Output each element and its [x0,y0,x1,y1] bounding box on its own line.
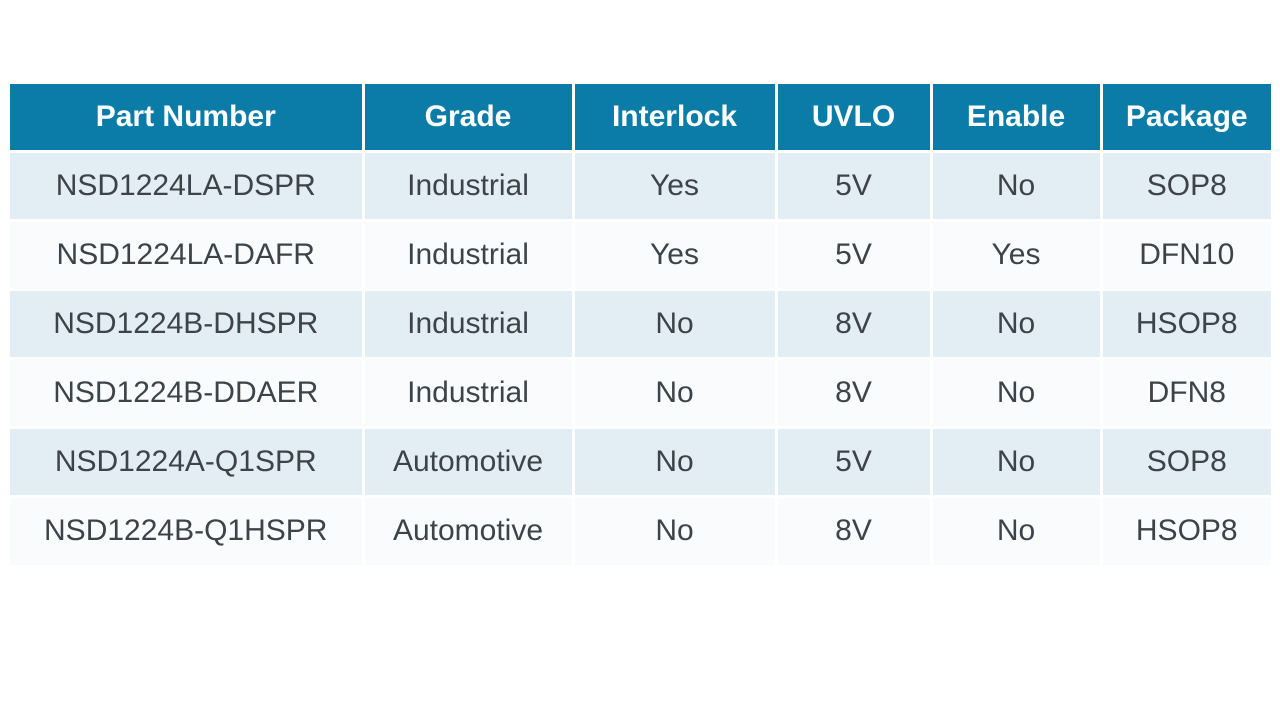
table-cell: Yes [929,218,1101,289]
table-cell: No [571,494,776,565]
table-row: NSD1224B-DDAER Industrial No 8V No DFN8 [10,356,1271,427]
table-cell: No [929,425,1101,496]
table-header: Part Number Grade Interlock UVLO Enable Packa… [10,84,1271,151]
column-header-enable: Enable [929,84,1101,151]
table-cell: HSOP8 [1099,287,1271,358]
table-row: NSD1224LA-DAFR Industrial Yes 5V Yes DFN10 [10,218,1271,289]
table-cell: 5V [774,218,931,289]
table-cell: No [929,149,1101,220]
column-header-uvlo: UVLO [774,84,931,151]
table-cell: 8V [774,356,931,427]
table-cell: 5V [774,425,931,496]
table-cell: 8V [774,287,931,358]
table-cell: No [929,494,1101,565]
table-row: NSD1224B-DHSPR Industrial No 8V No HSOP8 [10,287,1271,358]
table-cell: 8V [774,494,931,565]
column-header-package: Package [1099,84,1271,151]
table-cell: Industrial [361,149,573,220]
table-cell: No [571,287,776,358]
table-row: NSD1224LA-DSPR Industrial Yes 5V No SOP8 [10,149,1271,220]
table-cell: Automotive [361,425,573,496]
table-cell: Industrial [361,287,573,358]
column-header-interlock: Interlock [571,84,776,151]
table-cell: HSOP8 [1099,494,1271,565]
table-cell: Yes [571,149,776,220]
table-cell: DFN8 [1099,356,1271,427]
table-row: NSD1224A-Q1SPR Automotive No 5V No SOP8 [10,425,1271,496]
table-body: NSD1224LA-DSPR Industrial Yes 5V No SOP8 NSD12… [10,149,1271,565]
table-cell: SOP8 [1099,149,1271,220]
table-cell: No [571,425,776,496]
table-cell: NSD1224LA-DSPR [10,149,363,220]
table-cell: NSD1224B-Q1HSPR [10,494,363,565]
table-cell: NSD1224B-DHSPR [10,287,363,358]
table-cell: NSD1224A-Q1SPR [10,425,363,496]
header-row: Part Number Grade Interlock UVLO Enable Packa… [10,84,1271,151]
table-cell: DFN10 [1099,218,1271,289]
part-selection-table: Part Number Grade Interlock UVLO Enable Packa… [10,84,1271,565]
table-cell: Industrial [361,356,573,427]
table-cell: No [571,356,776,427]
parts-table-container: Part Number Grade Interlock UVLO Enable Packa… [10,84,1271,565]
table-cell: Industrial [361,218,573,289]
table-cell: 5V [774,149,931,220]
table-cell: Yes [571,218,776,289]
table-row: NSD1224B-Q1HSPR Automotive No 8V No HSOP8 [10,494,1271,565]
table-cell: SOP8 [1099,425,1271,496]
table-cell: Automotive [361,494,573,565]
table-cell: NSD1224LA-DAFR [10,218,363,289]
table-cell: No [929,287,1101,358]
column-header-part-number: Part Number [10,84,363,151]
table-cell: No [929,356,1101,427]
table-cell: NSD1224B-DDAER [10,356,363,427]
column-header-grade: Grade [361,84,573,151]
